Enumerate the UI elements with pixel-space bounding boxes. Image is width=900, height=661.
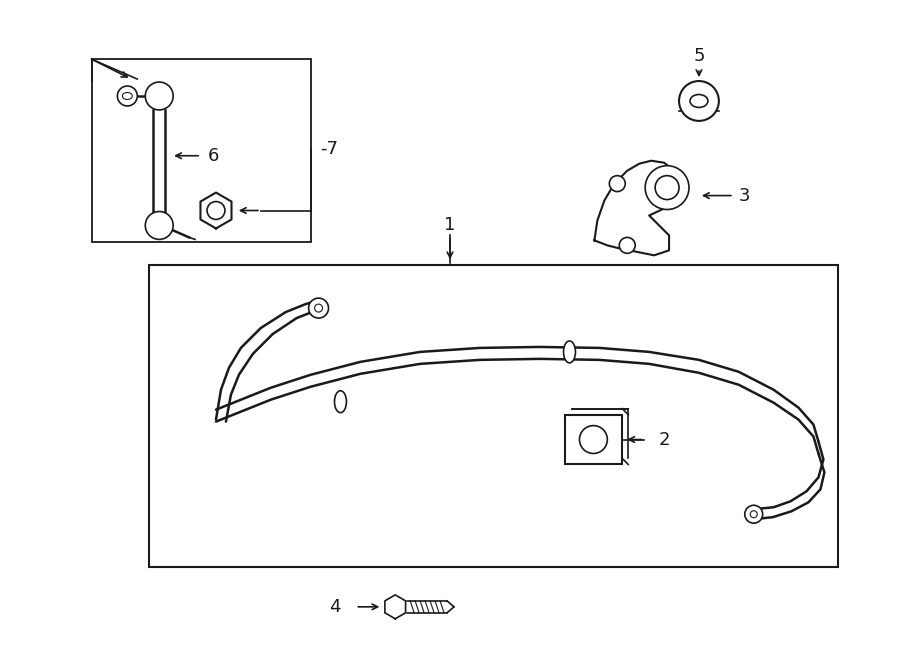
Circle shape — [145, 212, 173, 239]
Ellipse shape — [563, 341, 575, 363]
Circle shape — [580, 426, 608, 453]
Circle shape — [315, 304, 322, 312]
Text: 4: 4 — [329, 598, 340, 616]
Ellipse shape — [122, 93, 132, 99]
Circle shape — [309, 298, 328, 318]
Text: 2: 2 — [659, 430, 670, 449]
Text: 5: 5 — [693, 47, 705, 65]
Circle shape — [117, 86, 138, 106]
Polygon shape — [385, 595, 406, 619]
Text: 1: 1 — [445, 216, 455, 235]
Bar — [564, 414, 622, 465]
Text: 6: 6 — [208, 147, 220, 165]
Polygon shape — [594, 161, 679, 255]
Ellipse shape — [690, 95, 708, 108]
Circle shape — [645, 166, 689, 210]
Circle shape — [655, 176, 679, 200]
Circle shape — [751, 511, 757, 518]
Text: 3: 3 — [739, 186, 751, 204]
Circle shape — [207, 202, 225, 219]
Circle shape — [619, 237, 635, 253]
Circle shape — [609, 176, 626, 192]
Bar — [92, 59, 310, 243]
Circle shape — [745, 505, 762, 524]
Bar — [149, 265, 839, 567]
Circle shape — [145, 82, 173, 110]
Text: -7: -7 — [320, 139, 338, 158]
Polygon shape — [201, 192, 231, 229]
Ellipse shape — [335, 391, 346, 412]
Circle shape — [679, 81, 719, 121]
